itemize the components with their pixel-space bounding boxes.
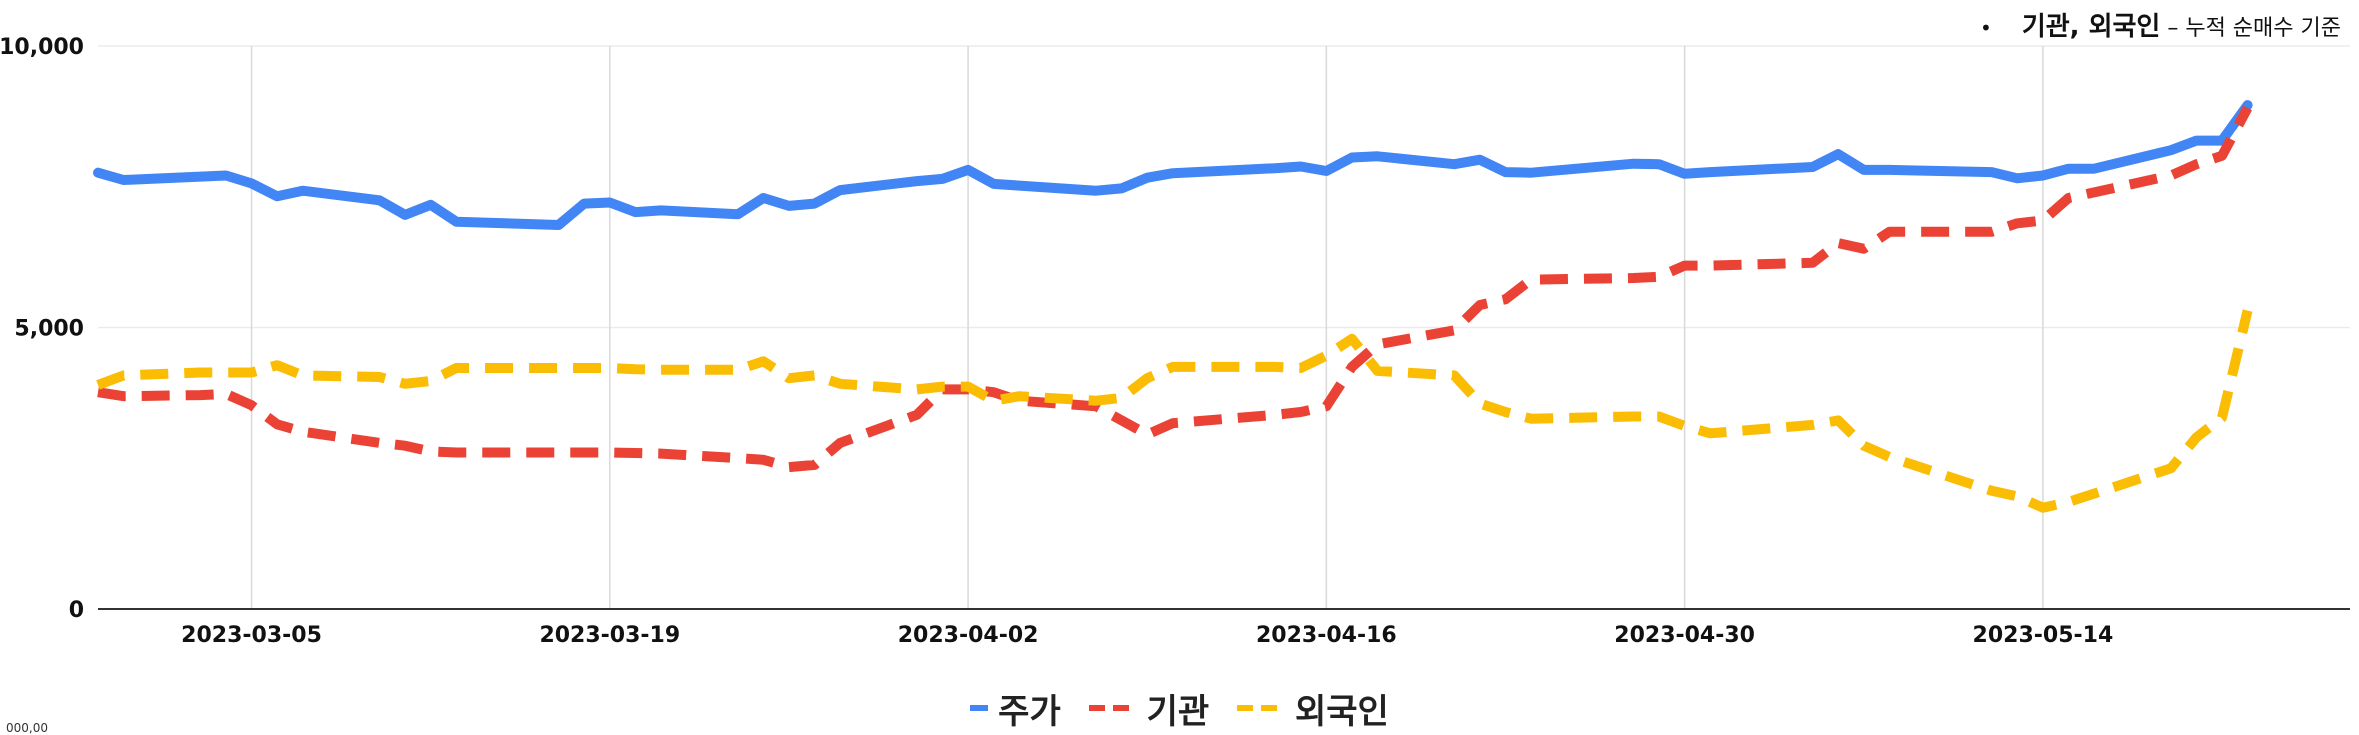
x-axis-labels: 2023-03-05 2023-03-19 2023-04-02 2023-04-16… [181, 623, 2113, 648]
x-tick-label: 2023-04-16 [1256, 623, 1397, 648]
x-tick-label: 2023-03-05 [181, 623, 322, 648]
series-lines [93, 100, 2253, 513]
legend-label-institution: 기관 [1146, 691, 1210, 732]
legend-item-foreign[interactable]: 외국인 [1236, 684, 1389, 733]
y-axis-labels: 0 5,000 10,000 [0, 35, 84, 623]
legend-swatch-foreign [1236, 705, 1285, 711]
x-tick-label: 2023-04-30 [1614, 623, 1755, 648]
y-tick-label: 5,000 [14, 317, 84, 342]
y-tick-label: 10,000 [0, 35, 84, 60]
grid-lines [98, 45, 2350, 609]
note-title: 기관, 외국인 [2021, 12, 2161, 42]
legend-item-institution[interactable]: 기관 [1088, 684, 1210, 733]
legend-swatch-institution [1088, 705, 1137, 711]
corner-text: 000,00 [6, 721, 48, 735]
note-bullet: • [1980, 15, 1992, 40]
series-line-price [93, 100, 2253, 230]
series-line-foreign [96, 309, 2253, 513]
chart-legend: 주가 기관 외국인 [0, 680, 2359, 733]
legend-label-price: 주가 [998, 691, 1061, 732]
series-line-institution [97, 105, 2253, 473]
x-tick-label: 2023-03-19 [539, 623, 680, 648]
note-subtitle: – 누적 순매수 기준 [2160, 16, 2341, 41]
legend-swatch-price [970, 705, 989, 711]
y-tick-label: 0 [69, 598, 84, 623]
legend-label-foreign: 외국인 [1294, 691, 1389, 732]
legend-item-price[interactable]: 주가 [970, 684, 1061, 733]
x-tick-label: 2023-05-14 [1973, 623, 2114, 648]
chart-note: • 기관, 외국인 – 누적 순매수 기준 [1980, 6, 2341, 43]
x-tick-label: 2023-04-02 [898, 623, 1039, 648]
